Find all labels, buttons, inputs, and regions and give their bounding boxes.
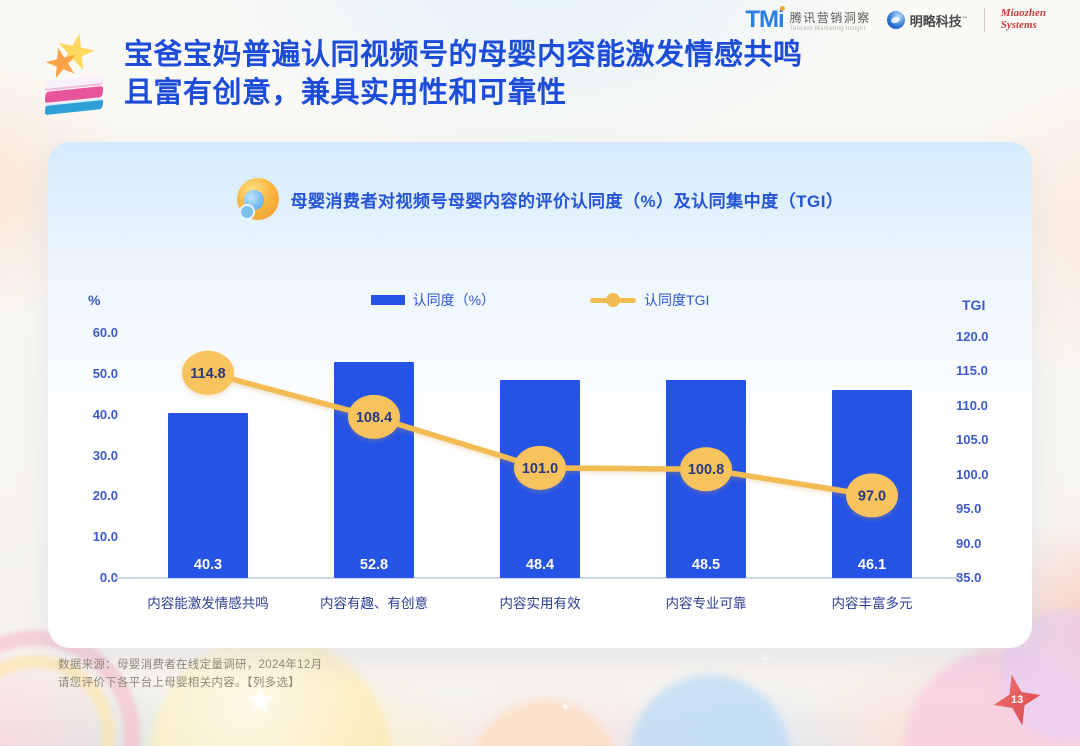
- bar-value-label: 40.3: [193, 556, 223, 573]
- tgi-value-label: 114.8: [190, 366, 226, 382]
- axis-tick-left: 20.0: [92, 488, 118, 504]
- bar-legend-swatch: [370, 295, 405, 305]
- sparkle-decoration: ✦: [560, 700, 571, 714]
- axis-tick-right: 100.0: [956, 466, 989, 482]
- title-block: ★ ★ 宝爸宝妈普遍认同视频号的母婴内容能激发情感共鸣 且富有创意，兼具实用性和…: [39, 22, 803, 116]
- axis-tick-left: 10.0: [92, 529, 118, 545]
- axis-tick-right: 85.0: [956, 570, 982, 585]
- chart-title: 母婴消费者对视频号母婴内容的评价认同度（%）及认同集中度（TGI）: [290, 191, 844, 211]
- page-number: 13: [1010, 694, 1024, 706]
- bar-legend-label: 认同度（%）: [412, 292, 496, 308]
- axis-tick-right: 90.0: [956, 535, 982, 551]
- axis-tick-right: 105.0: [956, 432, 989, 448]
- chart-card: 母婴消费者对视频号母婴内容的评价认同度（%）及认同集中度（TGI） 认同度（%）…: [48, 142, 1032, 648]
- axis-tick-left: 60.0: [92, 325, 118, 340]
- miaozhen-logo-line2: Systems: [1000, 19, 1037, 31]
- axis-tick-right: 95.0: [956, 501, 982, 517]
- source-line1: 数据来源：母婴消费者在线定量调研，2024年12月: [58, 659, 323, 671]
- tmi-logo: TMi 腾讯营销洞察 Tencent Marketing Insight: [745, 8, 870, 32]
- sparkle-decoration: ✦: [760, 652, 771, 666]
- category-label: 内容实用有效: [499, 596, 581, 611]
- tmi-logo-cn-label: 腾讯营销洞察: [789, 10, 871, 25]
- left-axis-ticks: 60.0 50.0 40.0 30.0 20.0 10.0 0.0: [56, 325, 118, 585]
- logo-divider: [983, 8, 985, 32]
- axis-tick-left: 0.0: [99, 570, 118, 585]
- bar-value-label: 46.1: [857, 556, 887, 573]
- tmi-logo-text: TMi: [745, 6, 784, 33]
- tgi-value-label: 101.0: [522, 461, 558, 477]
- x-axis-line: [115, 577, 959, 579]
- bar-内容实用有效: 48.4: [500, 380, 580, 578]
- axis-tick-left: 40.0: [92, 406, 118, 422]
- tgi-point-marker: [846, 473, 898, 518]
- minglue-logo-label: 明略科技™: [909, 13, 968, 29]
- line-legend-swatch: [590, 292, 637, 307]
- axis-tick-right: 120.0: [956, 329, 989, 344]
- right-axis-unit: TGI: [962, 297, 986, 313]
- axis-tick-right: 115.0: [956, 363, 988, 379]
- chart-header: 母婴消费者对视频号母婴内容的评价认同度（%）及认同集中度（TGI）: [48, 178, 1032, 220]
- category-label: 内容丰富多元: [831, 596, 913, 611]
- page-title: 宝爸宝妈普遍认同视频号的母婴内容能激发情感共鸣 且富有创意，兼具实用性和可靠性: [124, 36, 803, 114]
- page-title-line2: 且富有创意，兼具实用性和可靠性: [124, 77, 567, 110]
- category-label: 内容专业可靠: [665, 596, 747, 611]
- star-books-icon: ★ ★: [39, 22, 108, 116]
- category-label: 内容有趣、有创意: [320, 596, 428, 611]
- axis-tick-right: 110.0: [956, 397, 988, 413]
- tgi-point-marker: [348, 394, 400, 439]
- legend-item-bar: 认同度（%）: [370, 290, 496, 310]
- tgi-line-chart: 114.8 108.4 101.0 100.8 97.0: [182, 350, 898, 518]
- footer-source-note: 数据来源：母婴消费者在线定量调研，2024年12月 请您评价下各平台上母婴相关内…: [58, 657, 322, 693]
- tgi-point-marker: [182, 350, 234, 395]
- tgi-value-label: 100.8: [688, 462, 724, 478]
- axis-tick-left: 30.0: [92, 447, 118, 463]
- chart-legend: 认同度（%） 认同度TGI: [48, 290, 1032, 310]
- source-line2: 请您评价下各平台上母婴相关内容。【列多选】: [58, 676, 301, 689]
- header-logos: TMi 腾讯营销洞察 Tencent Marketing Insight 明略科…: [745, 8, 1046, 32]
- baby-rattle-icon: [236, 178, 279, 220]
- tgi-point-marker: [514, 445, 566, 490]
- tgi-point-marker: [680, 447, 732, 492]
- page-title-line1: 宝爸宝妈普遍认同视频号的母婴内容能激发情感共鸣: [124, 39, 803, 71]
- balloon-decoration: [470, 700, 620, 746]
- tgi-value-label: 97.0: [858, 488, 886, 504]
- bar-内容能激发情感共鸣: 40.3: [168, 413, 248, 578]
- tmi-logo-en-label: Tencent Marketing Insight: [789, 25, 866, 32]
- plot-area: 40.3 内容能激发情感共鸣 52.8 内容有趣、有创意 48.4 内容实用有效 48.5 内…: [115, 333, 959, 611]
- category-label: 内容能激发情感共鸣: [147, 596, 269, 611]
- star-decoration: ★: [243, 680, 278, 722]
- tgi-value-label: 108.4: [356, 410, 392, 426]
- line-legend-label: 认同度TGI: [644, 292, 710, 308]
- left-axis-unit: %: [88, 292, 101, 308]
- axis-tick-left: 50.0: [92, 365, 118, 381]
- bar-value-label: 52.8: [359, 556, 389, 573]
- miaozhen-logo: Miaozhen Systems: [1001, 8, 1046, 31]
- bar-value-label: 48.4: [525, 556, 555, 573]
- bar-value-label: 48.5: [691, 556, 721, 573]
- minglue-logo-icon: [886, 11, 905, 29]
- miaozhen-logo-line1: Miaozhen: [1000, 7, 1046, 20]
- minglue-logo: 明略科技™: [886, 11, 968, 30]
- legend-item-line: 认同度TGI: [590, 290, 709, 310]
- balloon-decoration: [630, 675, 790, 746]
- right-axis-ticks: 120.0 115.0 110.0 105.0 100.0 95.0 90.0 85.0: [956, 329, 1018, 585]
